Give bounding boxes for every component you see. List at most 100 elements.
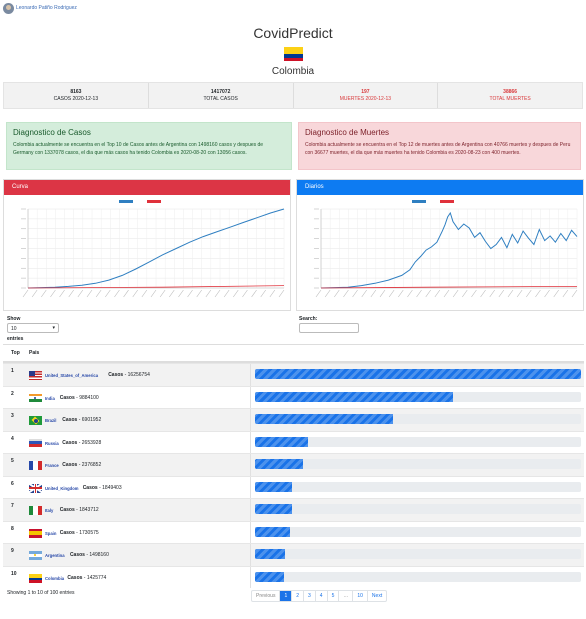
country-name: Colombia: [271, 66, 315, 77]
country-link[interactable]: Spain: [45, 530, 57, 536]
series-line-deaths: [320, 286, 578, 289]
country-link[interactable]: France: [45, 463, 59, 468]
entries-select[interactable]: 10 ▾: [7, 323, 59, 333]
table-row: 7 Italy Casos - 1843712: [3, 498, 584, 521]
row-rank: 10: [11, 570, 17, 577]
progress-track: [255, 436, 581, 447]
x-tick-mark: [105, 289, 111, 298]
row-info: Casos - 2653928: [62, 439, 102, 446]
country-link[interactable]: Colombia: [45, 575, 65, 581]
table-row: 5 France Casos - 2376852: [3, 453, 584, 476]
row-info: Casos - 1730575: [59, 529, 99, 536]
x-tick-mark: [95, 289, 102, 298]
country-link[interactable]: United_Kingdom: [45, 485, 79, 491]
country-link[interactable]: Brazil: [45, 418, 57, 423]
x-tick-mark: [434, 289, 441, 298]
x-tick-mark: [141, 289, 148, 298]
progress-bar: [255, 436, 309, 447]
row-metric-label: Casos: [62, 462, 78, 468]
country-link[interactable]: United_States_of_America: [45, 373, 99, 378]
x-tick-mark: [86, 289, 93, 298]
progress-bar: [255, 459, 303, 469]
chevron-down-icon: ▾: [52, 325, 55, 331]
diagnostic-cases-title: Diagnostico de Casos: [13, 128, 91, 137]
country-link[interactable]: Russia: [45, 440, 59, 446]
column-header-top[interactable]: Top: [11, 350, 20, 356]
russia-flag-icon: [29, 438, 42, 448]
row-info: Casos - 2376852: [62, 462, 102, 468]
page-10-button[interactable]: 10: [353, 591, 368, 601]
previous-page-button[interactable]: Previous: [252, 591, 281, 601]
column-divider: [250, 521, 251, 543]
column-divider: [250, 364, 251, 386]
table-row: 3 Brazil Casos - 6901952: [3, 408, 584, 431]
x-tick-mark: [114, 289, 120, 298]
series-line-cases: [27, 208, 285, 289]
user-bar: Leonardo Patiño Rodriguez: [0, 0, 586, 16]
search-input[interactable]: [299, 323, 359, 333]
diarios-chart: [314, 200, 578, 298]
row-rank: 5: [11, 458, 14, 464]
row-value: 2653928: [81, 439, 102, 446]
row-value: 16256754: [127, 372, 150, 378]
column-divider: [250, 544, 251, 566]
row-rank: 7: [11, 503, 14, 509]
search-label: Search:: [299, 316, 318, 322]
table-row: 2 India Casos - 9884100: [3, 385, 584, 408]
row-metric-label: Casos: [62, 439, 78, 446]
page-3-button[interactable]: 3: [304, 591, 316, 601]
stat-label: MUERTES 2020-12-13: [339, 96, 392, 102]
legend-swatch-cases: [119, 200, 133, 203]
column-divider: [250, 476, 251, 498]
x-tick-mark: [544, 289, 550, 298]
diagnostic-cases-text: Colombia actualmente se encuentra en el …: [13, 142, 264, 156]
pagination: Previous 1 2 3 4 5… 10 Next: [251, 590, 388, 602]
colombia-flag-icon: [284, 47, 303, 61]
page-2-button[interactable]: 2: [292, 591, 305, 601]
x-tick-mark: [123, 289, 129, 298]
progress-track: [255, 549, 581, 559]
stat-label: TOTAL MUERTES: [489, 96, 531, 102]
avatar[interactable]: [3, 2, 14, 14]
x-tick-mark: [498, 289, 505, 298]
page-5-button[interactable]: 5: [328, 591, 340, 601]
row-value: 1730575: [79, 529, 99, 536]
row-value: 2376852: [81, 462, 102, 468]
page-1-button[interactable]: 1: [280, 591, 293, 601]
row-rank: 3: [11, 413, 14, 419]
stat-total-cases: 1417072 TOTAL CASOS: [149, 83, 294, 108]
x-tick-mark: [242, 289, 248, 298]
x-tick-mark: [205, 289, 212, 298]
page-4-button[interactable]: 4: [316, 591, 328, 601]
progress-bar: [255, 571, 284, 582]
x-tick-mark: [31, 289, 38, 298]
x-tick-mark: [352, 289, 358, 298]
progress-bar: [255, 391, 454, 402]
row-rank: 2: [11, 390, 14, 397]
stat-cases-today: 8163 CASOS 2020-12-13: [4, 83, 149, 108]
progress-track: [255, 459, 581, 469]
curva-panel-header: Curva: [4, 180, 290, 195]
progress-bar: [255, 504, 292, 514]
table-row: 1 United_States_of_America Casos - 1625675…: [3, 363, 584, 386]
x-tick-mark: [526, 289, 532, 298]
country-link[interactable]: Italy: [45, 508, 54, 513]
colombia-flag-icon: [29, 573, 42, 583]
next-page-button[interactable]: Next: [371, 593, 383, 599]
stat-value: 197: [361, 89, 370, 95]
user-name-link[interactable]: Leonardo Patiño Rodriguez: [16, 5, 77, 11]
show-label: Show: [7, 316, 21, 322]
progress-track: [255, 391, 581, 402]
x-tick-mark: [398, 289, 404, 298]
x-tick-mark: [553, 289, 559, 298]
progress-bar: [255, 526, 290, 537]
country-link[interactable]: Argentina: [45, 553, 65, 558]
x-tick-mark: [132, 289, 138, 298]
progress-track: [255, 504, 581, 514]
x-tick-mark: [388, 289, 395, 298]
column-header-pais[interactable]: Pais: [29, 350, 40, 356]
x-tick-mark: [269, 289, 276, 298]
x-tick-mark: [507, 289, 514, 298]
diarios-panel: Diarios: [296, 179, 584, 311]
country-link[interactable]: India: [45, 395, 55, 401]
